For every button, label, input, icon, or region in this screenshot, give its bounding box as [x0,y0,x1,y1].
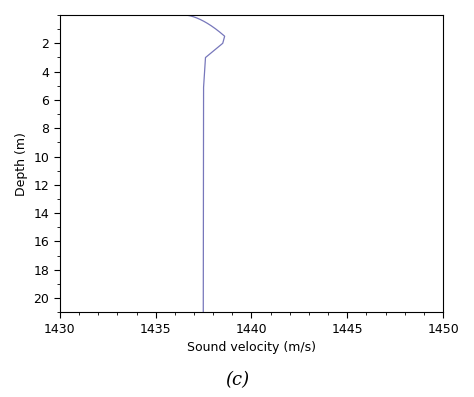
Text: (c): (c) [225,371,249,389]
X-axis label: Sound velocity (m/s): Sound velocity (m/s) [187,341,316,354]
Y-axis label: Depth (m): Depth (m) [15,132,28,196]
